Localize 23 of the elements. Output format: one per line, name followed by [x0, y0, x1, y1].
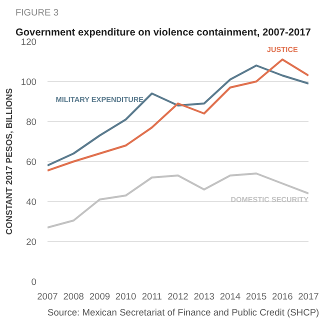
- line-series: [48, 172, 308, 228]
- y-tick-label: 0: [31, 277, 37, 287]
- x-tick-label: 2009: [89, 292, 110, 302]
- x-tick-label: 2017: [298, 292, 319, 302]
- x-tick-label: 2010: [115, 292, 136, 302]
- x-tick-label: 2008: [63, 292, 84, 302]
- x-tick-label: 2016: [272, 292, 293, 302]
- x-tick-label: 2015: [246, 292, 267, 302]
- y-tick-label: 40: [26, 197, 37, 207]
- y-tick-label: 20: [26, 237, 37, 247]
- y-tick-label: 120: [20, 37, 37, 47]
- y-tick-label: 60: [26, 157, 37, 167]
- x-tick-label: 2007: [37, 292, 58, 302]
- chart-title: Government expenditure on violence containment, 2007-2017: [16, 28, 312, 38]
- x-tick-label: 2013: [194, 292, 214, 302]
- chart-subtitle: FIGURE 3: [16, 8, 59, 18]
- y-axis-title: CONSTANT 2017 PESOS, BILLIONS: [4, 88, 14, 235]
- x-tick-label: 2014: [220, 292, 241, 302]
- y-tick-label: 100: [20, 77, 37, 87]
- x-tick-label: 2012: [168, 292, 188, 302]
- x-tick-label: 2011: [142, 292, 162, 302]
- y-tick-label: 80: [26, 117, 37, 127]
- source-note: Source: Mexican Secretariat of Finance and Public Credit (SHCP): [48, 308, 320, 318]
